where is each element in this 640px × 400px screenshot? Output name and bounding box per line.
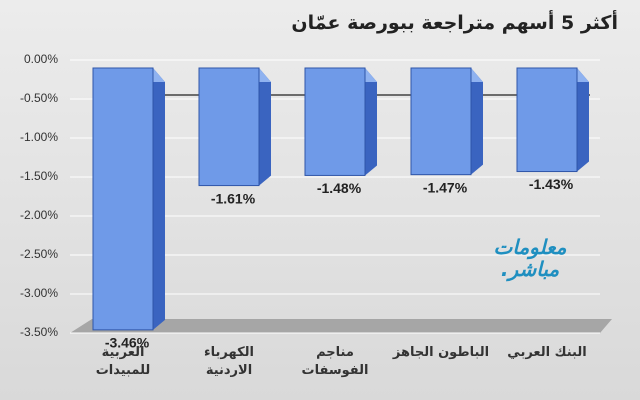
x-tick-label: الكهرباء الاردنية	[204, 345, 254, 378]
value-label: -1.48%	[317, 180, 362, 196]
bar	[516, 67, 578, 173]
bar-side	[471, 68, 483, 175]
bar-side	[153, 68, 165, 330]
floor	[70, 319, 612, 333]
value-label: -1.61%	[211, 190, 256, 206]
bar-side	[577, 68, 589, 172]
value-label: -3.46%	[105, 335, 150, 351]
bar-side	[259, 68, 271, 186]
bar	[304, 67, 366, 176]
watermark: معلومات مباشر.	[480, 236, 580, 280]
y-tick-label: -2.00%	[20, 208, 58, 222]
watermark-line: معلومات	[493, 235, 567, 259]
bar	[92, 67, 154, 331]
x-tick-label: الباطون الجاهز	[392, 345, 490, 360]
bar-side	[365, 68, 377, 176]
x-tick-label: البنك العربي	[507, 345, 587, 360]
y-tick-label: -3.50%	[20, 325, 58, 339]
value-label: -1.43%	[529, 176, 574, 192]
value-label: -1.47%	[423, 179, 468, 195]
bar	[198, 67, 260, 187]
chart-title: أكثر 5 أسهم متراجعة ببورصة عمّان	[291, 12, 618, 34]
watermark-line: مباشر.	[500, 257, 560, 281]
bar	[410, 67, 472, 176]
y-tick-label: -1.00%	[20, 130, 58, 144]
y-tick-label: -3.00%	[20, 286, 58, 300]
y-tick-label: -0.50%	[20, 91, 58, 105]
x-tick-label: مناجم الفوسفات	[301, 345, 369, 378]
y-tick-label: 0.00%	[24, 52, 58, 66]
x-tick-label: العربية للمبيدات	[95, 345, 151, 378]
y-tick-label: -1.50%	[20, 169, 58, 183]
y-tick-label: -2.50%	[20, 247, 58, 261]
